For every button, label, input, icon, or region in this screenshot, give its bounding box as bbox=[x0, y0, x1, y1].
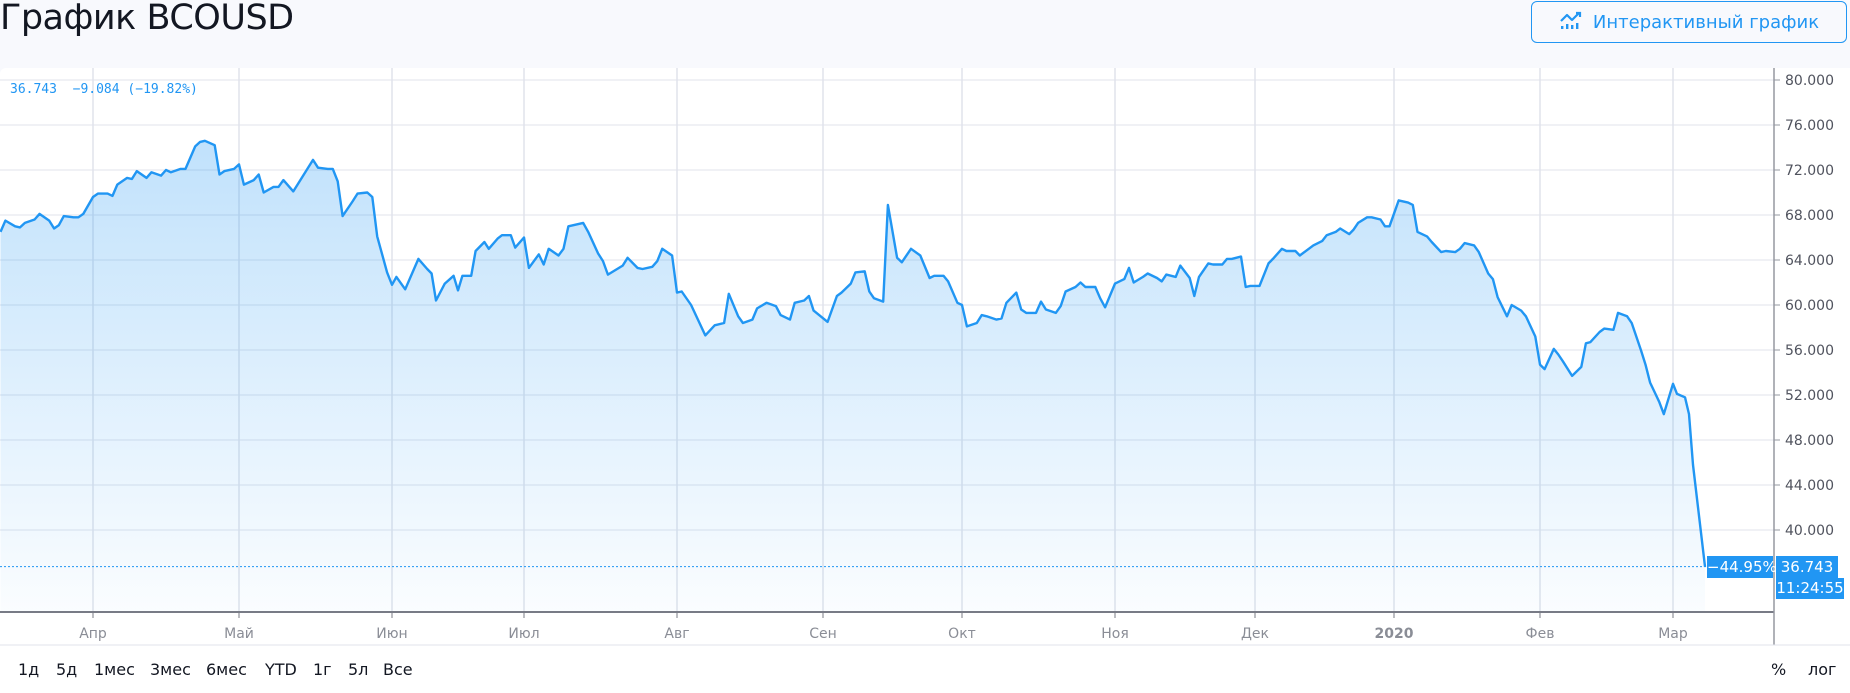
legend-change: −9.084 bbox=[72, 82, 120, 97]
range-button-4[interactable]: 6мес bbox=[206, 660, 247, 679]
y-tick-label: 48.000 bbox=[1785, 433, 1834, 449]
range-button-6[interactable]: 1г bbox=[313, 660, 332, 679]
range-button-2[interactable]: 1мес bbox=[94, 660, 135, 679]
x-tick-label: Май bbox=[224, 626, 254, 642]
price-area bbox=[0, 140, 1705, 613]
x-tick-label: Сен bbox=[809, 626, 837, 642]
y-tick-label: 52.000 bbox=[1785, 388, 1834, 404]
x-tick-label: Июл bbox=[508, 626, 539, 642]
last-price-badge: 36.743 bbox=[1776, 556, 1838, 578]
change-pct-badge: −44.95% bbox=[1707, 556, 1777, 578]
y-tick-label: 68.000 bbox=[1785, 208, 1834, 224]
range-button-7[interactable]: 5л bbox=[348, 660, 369, 679]
y-tick-label: 60.000 bbox=[1785, 298, 1834, 314]
range-button-3[interactable]: 3мес bbox=[150, 660, 191, 679]
range-button-0[interactable]: 1д bbox=[18, 660, 40, 679]
price-line bbox=[0, 139, 1707, 567]
time-badge: 11:24:55 bbox=[1776, 578, 1844, 599]
chart-line-icon bbox=[1559, 10, 1583, 35]
interactive-chart-button-label: Интерактивный график bbox=[1592, 11, 1820, 33]
x-tick-label: Ноя bbox=[1101, 626, 1129, 642]
legend: 36.743 −9.084 (−19.82%) bbox=[10, 82, 198, 97]
percent-toggle[interactable]: % bbox=[1771, 660, 1787, 679]
y-tick-label: 72.000 bbox=[1785, 163, 1834, 179]
x-tick-label: Мар bbox=[1658, 626, 1688, 642]
y-tick-label: 76.000 bbox=[1785, 118, 1834, 134]
y-tick-label: 80.000 bbox=[1785, 73, 1834, 89]
legend-change-pct: (−19.82%) bbox=[127, 82, 198, 97]
y-tick-label: 56.000 bbox=[1785, 343, 1834, 359]
log-toggle[interactable]: лог bbox=[1808, 660, 1837, 679]
range-button-8[interactable]: Все bbox=[383, 660, 413, 679]
interactive-chart-button[interactable]: Интерактивный график bbox=[1531, 1, 1847, 43]
legend-price: 36.743 bbox=[10, 82, 57, 97]
page-title: График BCOUSD bbox=[0, 0, 294, 38]
x-tick-label: Дек bbox=[1241, 626, 1269, 642]
y-tick-label: 64.000 bbox=[1785, 253, 1834, 269]
x-tick-label: Апр bbox=[79, 626, 107, 642]
x-tick-label: Окт bbox=[948, 626, 976, 642]
y-tick-label: 40.000 bbox=[1785, 523, 1834, 539]
y-tick-label: 44.000 bbox=[1785, 478, 1834, 494]
x-tick-label: Фев bbox=[1526, 626, 1555, 642]
range-button-5[interactable]: YTD bbox=[265, 660, 297, 679]
range-button-1[interactable]: 5д bbox=[56, 660, 78, 679]
x-tick-label: 2020 bbox=[1375, 626, 1414, 642]
x-tick-label: Июн bbox=[376, 626, 407, 642]
x-tick-label: Авг bbox=[664, 626, 689, 642]
